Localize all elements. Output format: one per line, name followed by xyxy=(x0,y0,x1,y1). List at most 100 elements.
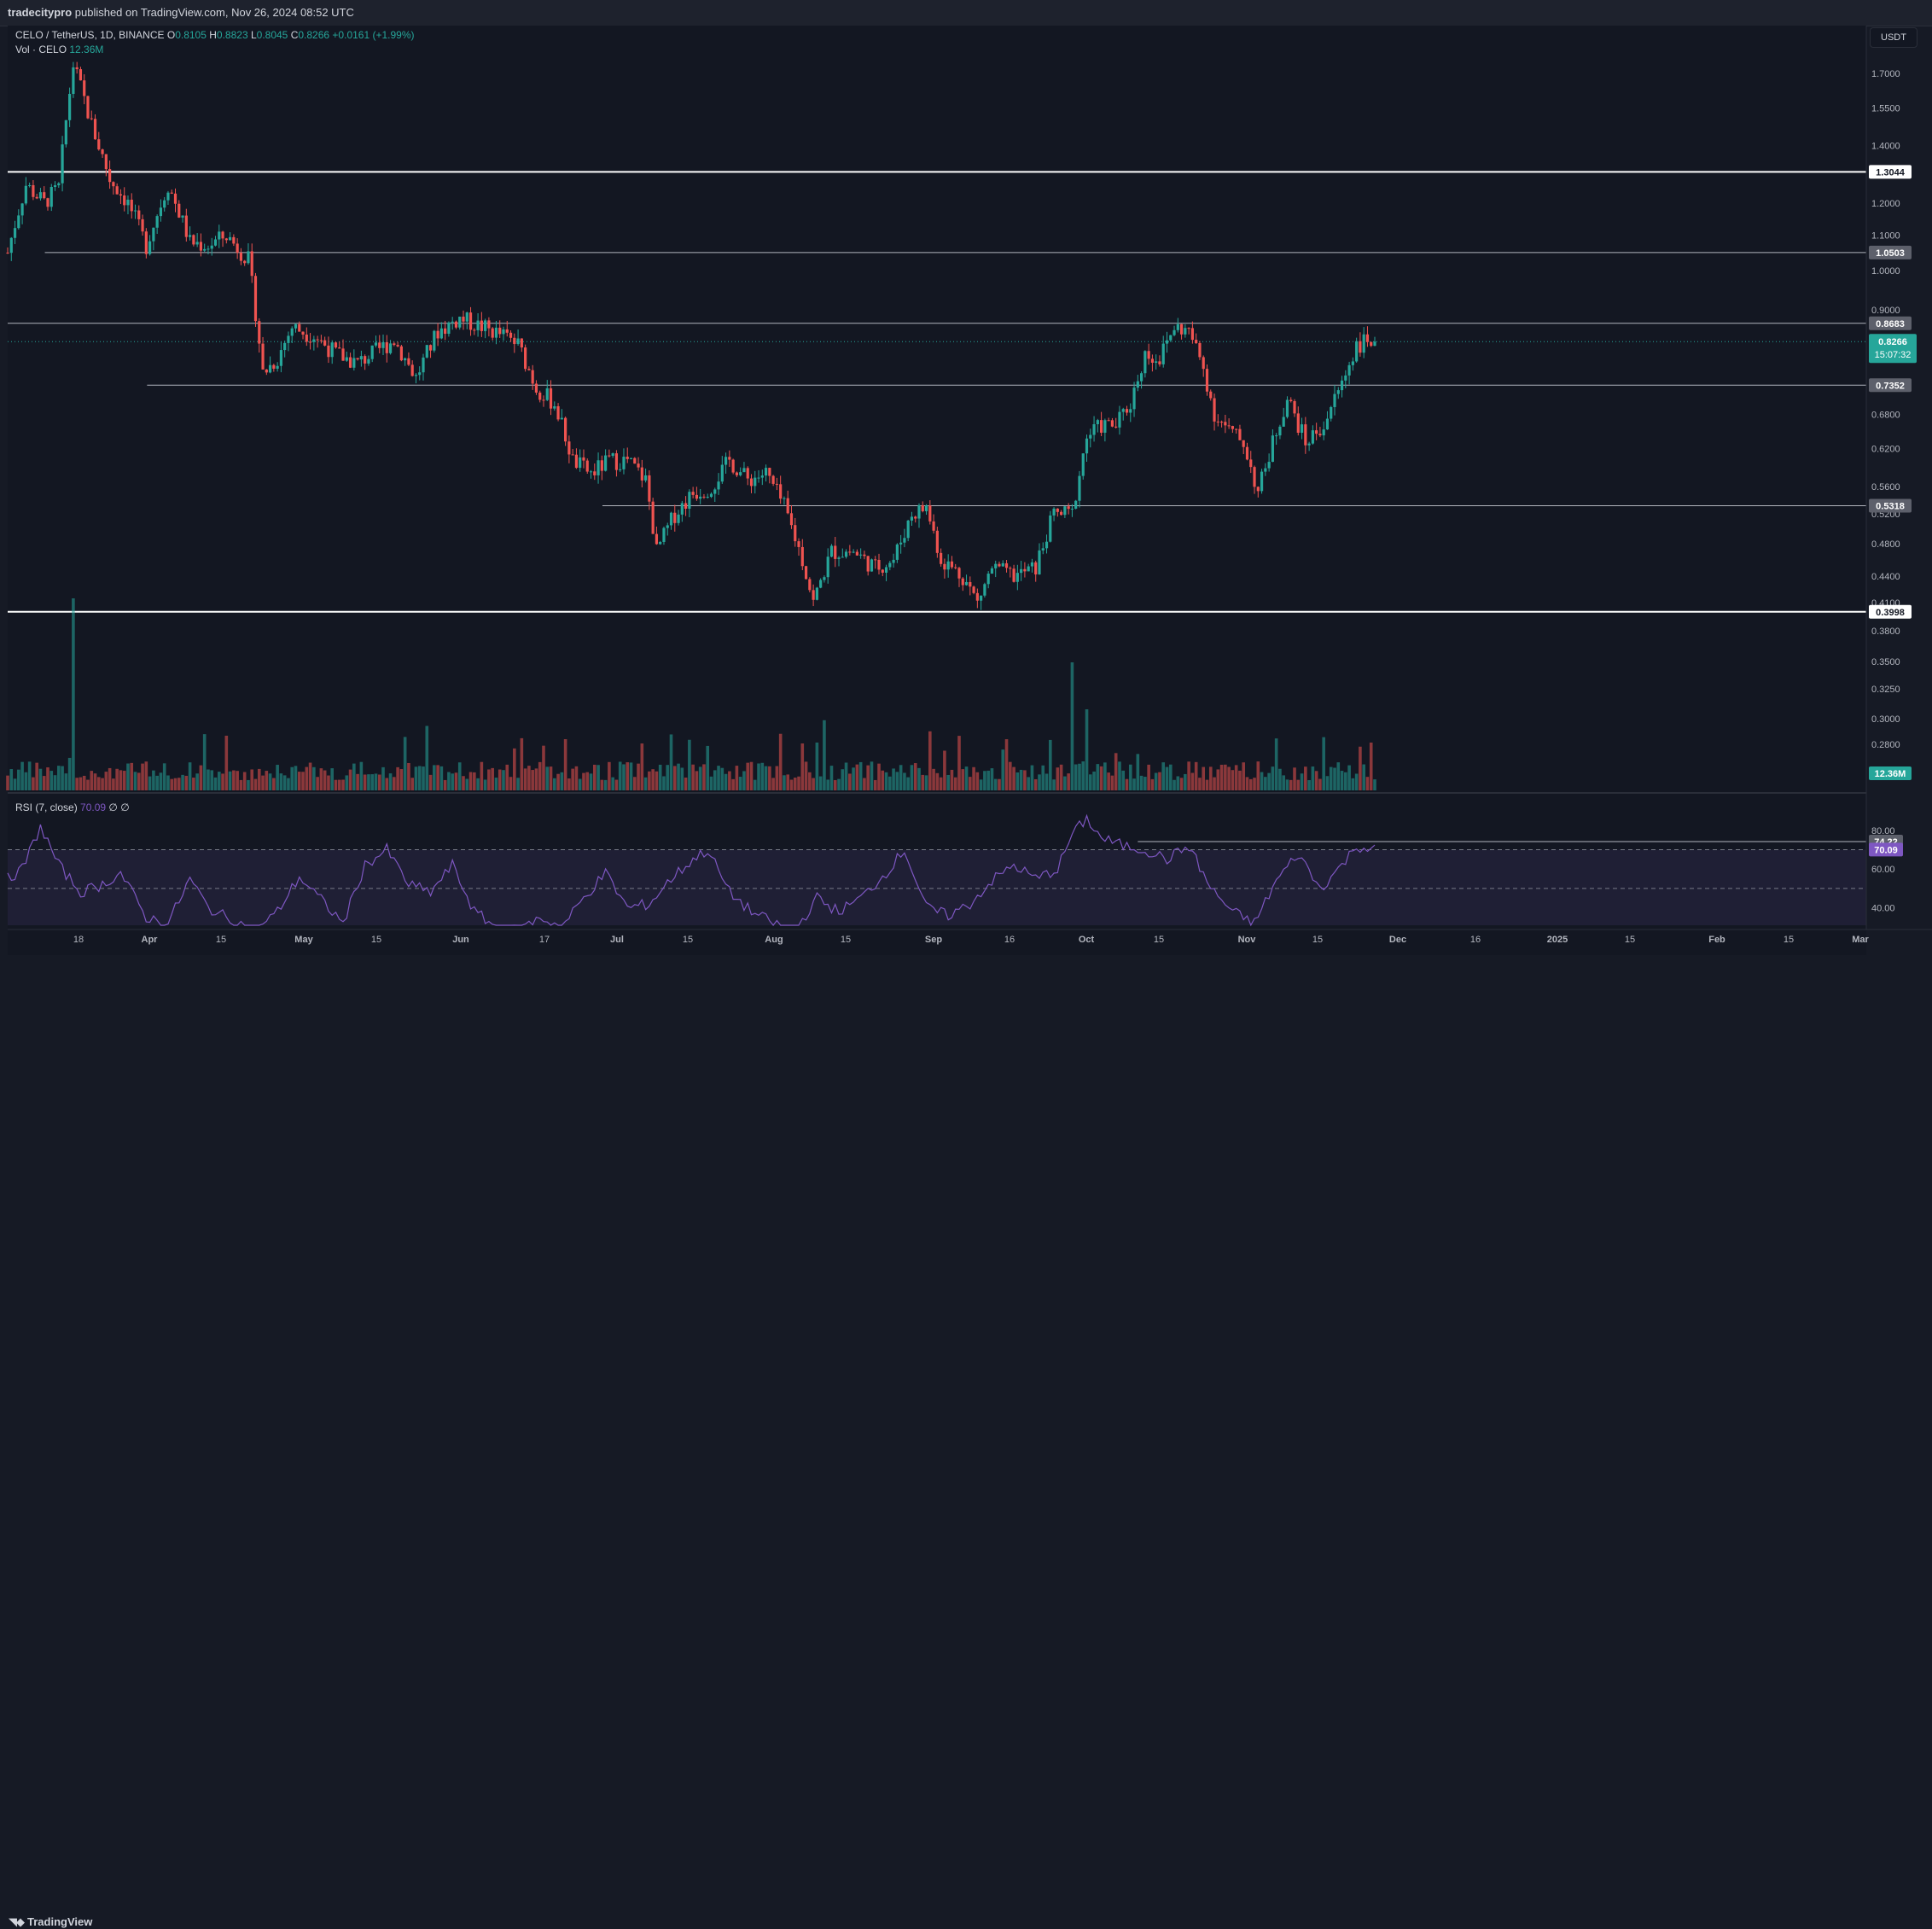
symbol-title[interactable]: CELO / TetherUS, 1D, BINANCE xyxy=(15,29,165,41)
candle-body xyxy=(1081,453,1085,476)
volume-bar xyxy=(1289,779,1293,790)
candle-body xyxy=(1195,340,1198,343)
candle-body xyxy=(290,328,294,336)
volume-bar xyxy=(983,771,986,790)
volume-bar xyxy=(301,772,305,790)
volume-bar xyxy=(341,779,345,790)
candle-body xyxy=(123,195,126,206)
volume-bar xyxy=(396,766,399,790)
volume-bar xyxy=(928,731,932,790)
candle-body xyxy=(608,455,611,457)
volume-bar xyxy=(447,772,451,790)
candle-body xyxy=(899,542,903,545)
candle-body xyxy=(1311,430,1314,444)
candle-body xyxy=(170,192,173,194)
volume-bar xyxy=(771,778,775,790)
top-bar: tradecitypro published on TradingView.co… xyxy=(0,0,1932,26)
price-chart[interactable]: 0.28000.30000.32500.35000.38000.41000.44… xyxy=(0,0,1932,981)
candle-body xyxy=(352,358,356,368)
volume-bar xyxy=(789,779,794,790)
candle-body xyxy=(1307,443,1311,446)
candle-body xyxy=(181,215,184,218)
rsi-label[interactable]: RSI (7, close) xyxy=(15,801,78,813)
candle-body xyxy=(1150,358,1155,363)
volume-label[interactable]: Vol · CELO xyxy=(15,44,67,55)
candle-body xyxy=(1129,409,1132,413)
volume-bar xyxy=(170,778,174,790)
price-tick-label: 0.3800 xyxy=(1871,626,1900,637)
candle-body xyxy=(148,241,152,254)
candle-body xyxy=(1271,435,1274,463)
candle-body xyxy=(892,559,895,563)
candle-body xyxy=(253,276,258,322)
candle-body xyxy=(228,236,232,241)
volume-bar xyxy=(1139,775,1143,790)
candle-body xyxy=(754,477,757,487)
candle-body xyxy=(428,345,433,351)
volume-bar xyxy=(319,768,323,790)
candle-body xyxy=(640,467,643,481)
candle-body xyxy=(458,316,462,328)
volume-bar xyxy=(1059,764,1063,790)
candle-body xyxy=(786,498,789,514)
candle-body xyxy=(1347,364,1351,376)
candle-body xyxy=(823,577,826,580)
volume-bar xyxy=(669,734,673,790)
volume-bar xyxy=(1373,779,1376,790)
volume-bar xyxy=(542,745,545,790)
volume-bar xyxy=(1264,777,1267,790)
candle-body xyxy=(213,239,218,246)
volume-bar xyxy=(476,778,480,790)
publisher-user[interactable]: tradecitypro xyxy=(8,6,73,19)
candle-body xyxy=(1304,424,1307,446)
volume-bar xyxy=(608,761,611,790)
volume-bar xyxy=(261,775,265,790)
level-price-label-box xyxy=(1869,498,1912,513)
price-tick-label: 0.2800 xyxy=(1871,740,1900,750)
volume-bar xyxy=(720,767,724,790)
price-tick-label: 0.5600 xyxy=(1871,482,1900,492)
candle-body xyxy=(250,251,253,277)
volume-bar xyxy=(457,762,462,790)
candle-body xyxy=(629,457,633,459)
tradingview-brand[interactable]: ◥◆ TradingView xyxy=(9,1915,92,1929)
candle-body xyxy=(881,569,884,573)
candle-body xyxy=(794,525,797,542)
candle-body xyxy=(874,559,877,561)
volume-bar xyxy=(946,774,950,790)
volume-bar xyxy=(1224,764,1227,790)
volume-bar xyxy=(1015,772,1020,790)
chart-area[interactable] xyxy=(8,26,1866,955)
volume-bar xyxy=(1304,766,1307,790)
candle-body xyxy=(957,568,961,579)
candle-body xyxy=(1038,550,1041,574)
volume-bar xyxy=(1285,779,1289,790)
candle-body xyxy=(695,494,699,499)
time-tick-label: Nov xyxy=(1238,935,1257,945)
volume-bar xyxy=(913,763,917,790)
candle-body xyxy=(1275,435,1278,437)
volume-bar xyxy=(1158,772,1161,790)
candle-body xyxy=(93,119,97,140)
volume-bar xyxy=(1325,776,1330,790)
candle-body xyxy=(1187,328,1190,329)
time-tick-label: Mar xyxy=(1852,935,1869,945)
volume-bar xyxy=(563,739,567,790)
volume-bar xyxy=(417,766,422,790)
level-price-label-box xyxy=(1869,378,1912,393)
volume-bar xyxy=(1256,761,1260,790)
volume-bar xyxy=(932,768,935,790)
volume-bar xyxy=(695,771,699,790)
volume-bar xyxy=(177,778,181,790)
candle-body xyxy=(465,312,468,322)
volume-bar xyxy=(352,763,356,790)
volume-bar xyxy=(829,766,834,790)
candle-body xyxy=(574,454,579,469)
volume-bar xyxy=(1340,771,1344,790)
candle-body xyxy=(852,551,855,553)
candle-body xyxy=(611,453,614,457)
volume-bar xyxy=(611,777,614,790)
currency-button[interactable]: USDT xyxy=(1870,27,1917,48)
volume-bar xyxy=(571,768,574,790)
volume-bar xyxy=(637,763,640,790)
